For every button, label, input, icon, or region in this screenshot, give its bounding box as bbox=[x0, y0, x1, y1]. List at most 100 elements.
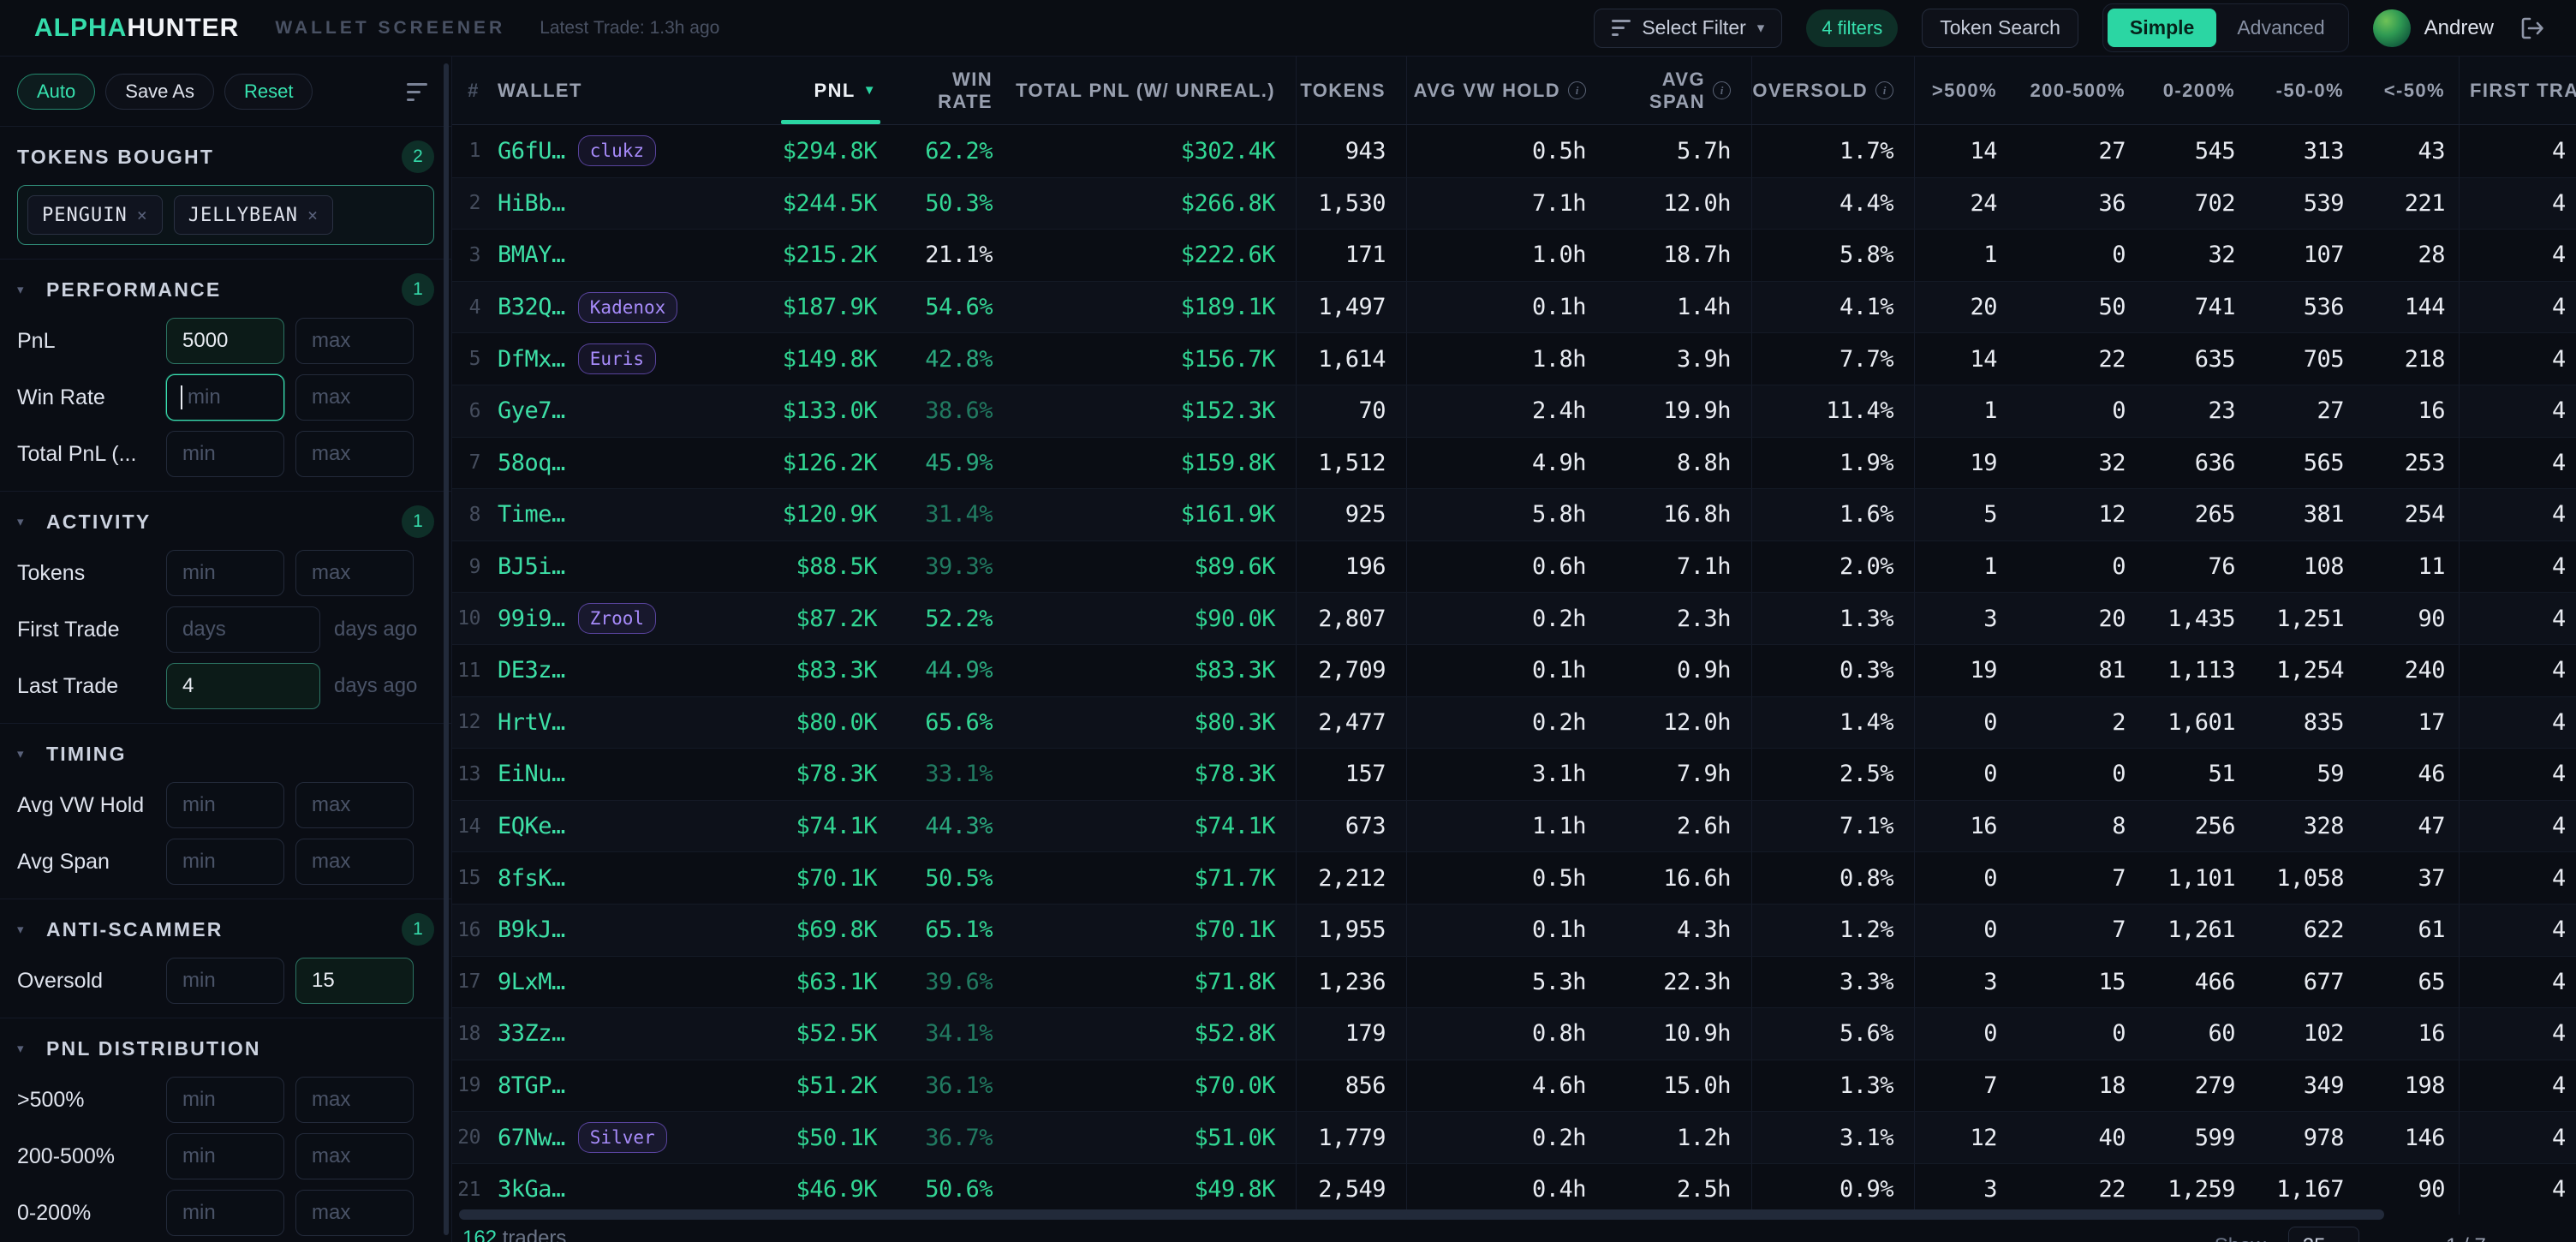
table-row[interactable]: 13 EiNu… $78.3K 33.1% $78.3K 157 3.1h 7.9h 2.5% 0… bbox=[452, 748, 2576, 800]
table-row[interactable]: 8 Time… $120.9K 31.4% $161.9K 925 5.8h 16.8h 1.6… bbox=[452, 488, 2576, 540]
r200-500-max-input[interactable] bbox=[295, 1133, 414, 1179]
table-row[interactable]: 14 EQKe… $74.1K 44.3% $74.1K 673 1.1h 2.6h 7.1% 1… bbox=[452, 799, 2576, 852]
wallet-link[interactable]: 67Nw… bbox=[498, 1124, 565, 1151]
auto-button[interactable]: Auto bbox=[17, 74, 96, 110]
select-filter-button[interactable]: Select Filter ▾ bbox=[1594, 8, 1783, 48]
avg-span-min-input[interactable] bbox=[166, 839, 284, 885]
header-total_pnl[interactable]: TOTAL PNL (W/ UNREAL.) bbox=[1013, 57, 1296, 124]
header-win_rate[interactable]: WIN RATE bbox=[897, 57, 1013, 124]
total-pnl-max-input[interactable] bbox=[295, 431, 414, 477]
table-row[interactable]: 3 BMAY… $215.2K 21.1% $222.6K 171 1.0h 18.7h 5.8… bbox=[452, 229, 2576, 281]
wallet-link[interactable]: EiNu… bbox=[498, 761, 565, 788]
gt500-max-input[interactable] bbox=[295, 1077, 414, 1123]
oversold-max-input[interactable] bbox=[295, 958, 414, 1004]
table-row[interactable]: 9 BJ5i… $88.5K 39.3% $89.6K 196 0.6h 7.1h 2.0% 1 0… bbox=[452, 540, 2576, 593]
first-trade-days-input[interactable] bbox=[166, 606, 320, 653]
gt500-min-input[interactable] bbox=[166, 1077, 284, 1123]
win-rate-min-input[interactable] bbox=[166, 374, 284, 421]
tokens-bought-input[interactable]: PENGUIN × JELLYBEAN × bbox=[17, 185, 434, 245]
table-row[interactable]: 1 G6fU… clukz $294.8K 62.2% $302.4K 943 0.5h 5.7… bbox=[452, 125, 2576, 177]
header-wallet[interactable]: WALLET bbox=[495, 57, 778, 124]
header-oversold[interactable]: OVERSOLD i bbox=[1752, 57, 1915, 124]
save-as-button[interactable]: Save As bbox=[105, 74, 214, 110]
last-trade-days-input[interactable] bbox=[166, 663, 320, 709]
wallet-link[interactable]: EQKe… bbox=[498, 813, 565, 840]
wallet-link[interactable]: B9kJ… bbox=[498, 917, 565, 944]
prev-page-button[interactable]: ‹ bbox=[2416, 1233, 2424, 1242]
wallet-link[interactable]: HiBb… bbox=[498, 189, 565, 217]
next-page-button[interactable]: › bbox=[2508, 1233, 2516, 1242]
table-row[interactable]: 4 B32Q… Kadenox $187.9K 54.6% $189.1K 1,497 0.1… bbox=[452, 280, 2576, 333]
collapse-triangle-icon[interactable]: ▾ bbox=[17, 747, 24, 761]
r0-200-max-input[interactable] bbox=[295, 1190, 414, 1236]
pnl-max-input[interactable] bbox=[295, 318, 414, 364]
wallet-link[interactable]: 8TGP… bbox=[498, 1072, 565, 1099]
mode-simple-button[interactable]: Simple bbox=[2107, 9, 2217, 47]
reset-button[interactable]: Reset bbox=[224, 74, 313, 110]
win-rate-max-input[interactable] bbox=[295, 374, 414, 421]
wallet-link[interactable]: BMAY… bbox=[498, 242, 565, 269]
wallet-link[interactable]: 3kGa… bbox=[498, 1176, 565, 1203]
header-r200_500[interactable]: 200-500% bbox=[2011, 57, 2139, 124]
collapse-triangle-icon[interactable]: ▾ bbox=[17, 515, 24, 529]
sidebar-scrollbar[interactable] bbox=[444, 63, 449, 1235]
table-row[interactable]: 16 B9kJ… $69.8K 65.1% $70.1K 1,955 0.1h 4.3h 1.2… bbox=[452, 903, 2576, 956]
header-rank[interactable]: # bbox=[452, 57, 495, 124]
header-lt50[interactable]: <-50% bbox=[2358, 57, 2459, 124]
collapse-triangle-icon[interactable]: ▾ bbox=[17, 1042, 24, 1056]
table-row[interactable]: 17 9LxM… $63.1K 39.6% $71.8K 1,236 5.3h 22.3h 3.… bbox=[452, 955, 2576, 1008]
filter-lines-icon[interactable] bbox=[407, 82, 427, 101]
table-row[interactable]: 15 8fsK… $70.1K 50.5% $71.7K 2,212 0.5h 16.6h 0.… bbox=[452, 851, 2576, 904]
header-avg_vw_hold[interactable]: AVG VW HOLD i bbox=[1407, 57, 1607, 124]
wallet-link[interactable]: 8fsK… bbox=[498, 864, 565, 892]
wallet-link[interactable]: DfMx… bbox=[498, 345, 565, 373]
table-row[interactable]: 7 58oq… $126.2K 45.9% $159.8K 1,512 4.9h 8.8h 1.… bbox=[452, 436, 2576, 489]
wallet-link[interactable]: HrtV… bbox=[498, 708, 565, 736]
wallet-link[interactable]: 58oq… bbox=[498, 449, 565, 476]
table-row[interactable]: 10 99i9… Zrool $87.2K 52.2% $90.0K 2,807 0.2h 2.… bbox=[452, 592, 2576, 644]
wallet-link[interactable]: G6fU… bbox=[498, 137, 565, 164]
collapse-triangle-icon[interactable]: ▾ bbox=[17, 283, 24, 297]
horizontal-scrollbar[interactable] bbox=[459, 1209, 2384, 1220]
header-first_trade[interactable]: FIRST TRADE bbox=[2459, 57, 2576, 124]
pnl-min-input[interactable] bbox=[166, 318, 284, 364]
table-row[interactable]: 2 HiBb… $244.5K 50.3% $266.8K 1,530 7.1h 12.0h 4… bbox=[452, 176, 2576, 230]
table-row[interactable]: 21 3kGa… $46.9K 50.6% $49.8K 2,549 0.4h 2.5h 0.9… bbox=[452, 1162, 2576, 1215]
header-r0_200[interactable]: 0-200% bbox=[2139, 57, 2249, 124]
avg-span-max-input[interactable] bbox=[295, 839, 414, 885]
table-row[interactable]: 6 Gye7… $133.0K 38.6% $152.3K 70 2.4h 19.9h 11.4… bbox=[452, 384, 2576, 437]
logout-icon[interactable] bbox=[2518, 14, 2547, 43]
table-row[interactable]: 20 67Nw… Silver $50.1K 36.7% $51.0K 1,779 0.2h 1… bbox=[452, 1111, 2576, 1163]
wallet-link[interactable]: 99i9… bbox=[498, 605, 565, 632]
header-gt500[interactable]: >500% bbox=[1915, 57, 2011, 124]
wallet-link[interactable]: 33Zz… bbox=[498, 1020, 565, 1048]
wallet-link[interactable]: 9LxM… bbox=[498, 968, 565, 995]
token-chip-penguin[interactable]: PENGUIN × bbox=[27, 195, 163, 235]
mode-advanced-button[interactable]: Advanced bbox=[2237, 16, 2325, 39]
page-size-select[interactable]: 25 ▾ bbox=[2287, 1227, 2360, 1242]
wallet-link[interactable]: Gye7… bbox=[498, 397, 565, 425]
wallet-link[interactable]: DE3z… bbox=[498, 657, 565, 684]
wallet-link[interactable]: Time… bbox=[498, 501, 565, 528]
total-pnl-min-input[interactable] bbox=[166, 431, 284, 477]
first-page-button[interactable]: « bbox=[2382, 1233, 2394, 1242]
r200-500-min-input[interactable] bbox=[166, 1133, 284, 1179]
tokens-min-input[interactable] bbox=[166, 550, 284, 596]
token-chip-jellybean[interactable]: JELLYBEAN × bbox=[173, 195, 334, 235]
table-row[interactable]: 19 8TGP… $51.2K 36.1% $70.0K 856 4.6h 15.0h 1.3%… bbox=[452, 1059, 2576, 1112]
header-avg_span[interactable]: AVG SPAN i bbox=[1607, 57, 1752, 124]
avg-vw-hold-min-input[interactable] bbox=[166, 782, 284, 828]
wallet-link[interactable]: BJ5i… bbox=[498, 553, 565, 581]
r0-200-min-input[interactable] bbox=[166, 1190, 284, 1236]
table-row[interactable]: 12 HrtV… $80.0K 65.6% $80.3K 2,477 0.2h 12.0h 1.… bbox=[452, 696, 2576, 749]
collapse-triangle-icon[interactable]: ▾ bbox=[17, 923, 24, 937]
oversold-min-input[interactable] bbox=[166, 958, 284, 1004]
header-pnl[interactable]: PNL ▼ bbox=[778, 57, 897, 124]
tokens-max-input[interactable] bbox=[295, 550, 414, 596]
avatar[interactable] bbox=[2372, 9, 2411, 47]
wallet-link[interactable]: B32Q… bbox=[498, 294, 565, 321]
avg-vw-hold-max-input[interactable] bbox=[295, 782, 414, 828]
last-page-button[interactable]: » bbox=[2538, 1233, 2550, 1242]
header-tokens[interactable]: TOKENS bbox=[1296, 57, 1407, 124]
header-rn50_0[interactable]: -50-0% bbox=[2249, 57, 2358, 124]
